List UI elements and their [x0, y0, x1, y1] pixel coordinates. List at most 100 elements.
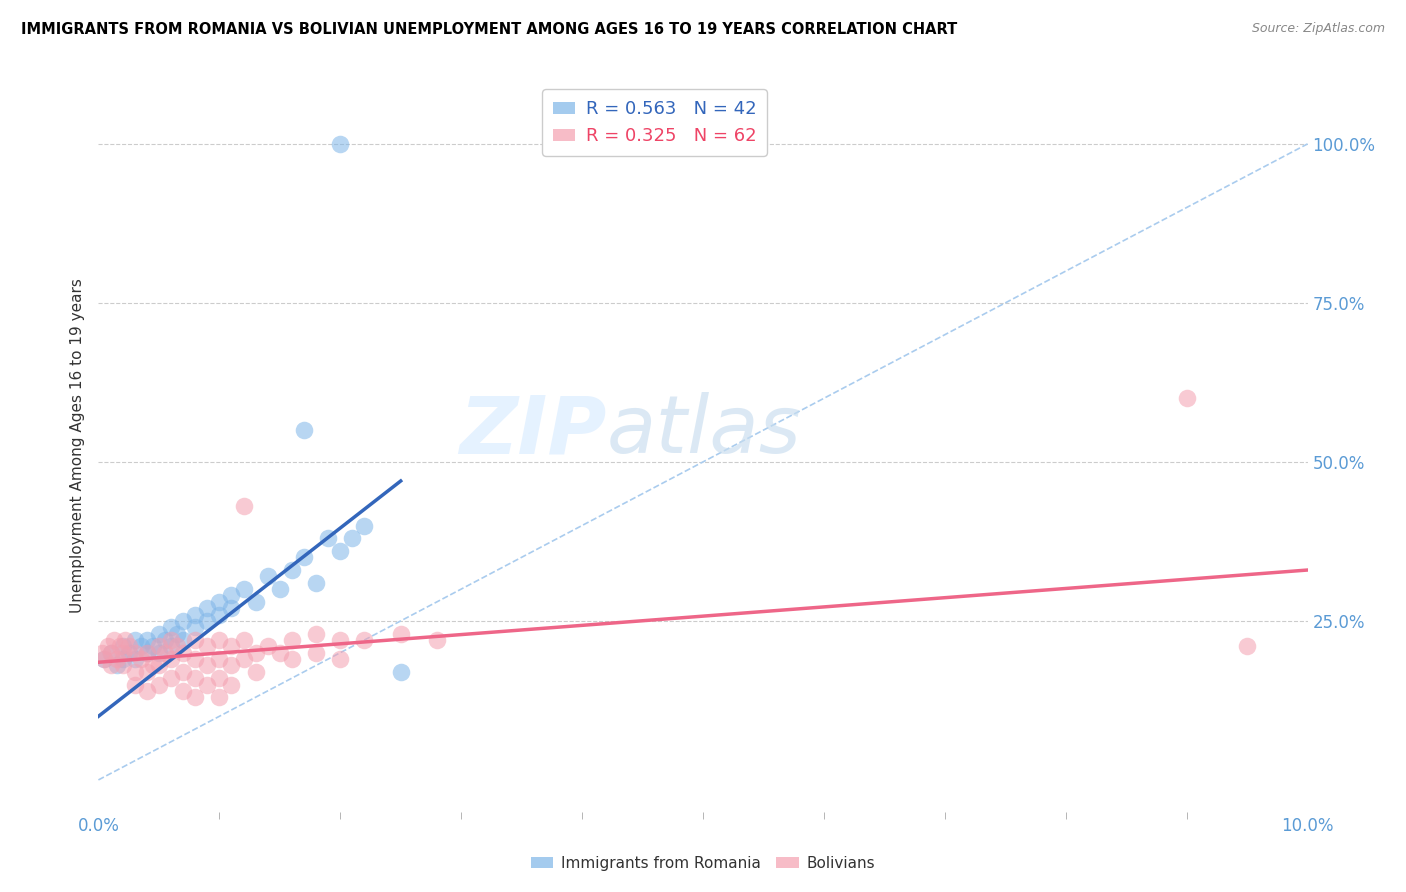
Point — [195, 640, 218, 654]
Point — [195, 677, 218, 691]
Point — [108, 640, 131, 654]
Point — [292, 550, 315, 565]
Text: IMMIGRANTS FROM ROMANIA VS BOLIVIAN UNEMPLOYMENT AMONG AGES 16 TO 19 YEARS CORRE: IMMIGRANTS FROM ROMANIA VS BOLIVIAN UNEM… — [21, 22, 957, 37]
Point — [135, 632, 157, 647]
Point — [329, 544, 352, 558]
Point — [281, 652, 304, 666]
Point — [208, 607, 231, 622]
Point — [160, 640, 183, 654]
Point — [184, 607, 207, 622]
Point — [195, 601, 218, 615]
Point — [148, 640, 170, 654]
Point — [269, 646, 291, 660]
Point — [153, 632, 176, 647]
Point — [172, 632, 194, 647]
Point — [148, 658, 170, 673]
Point — [148, 646, 170, 660]
Point — [208, 652, 231, 666]
Point — [1175, 392, 1198, 406]
Point — [256, 640, 278, 654]
Point — [389, 626, 412, 640]
Point — [221, 601, 243, 615]
Point — [160, 671, 183, 685]
Point — [221, 658, 243, 673]
Point — [184, 620, 207, 634]
Point — [103, 632, 125, 647]
Point — [172, 665, 194, 679]
Point — [160, 632, 183, 647]
Point — [329, 136, 352, 151]
Point — [353, 632, 375, 647]
Point — [172, 646, 194, 660]
Point — [166, 626, 188, 640]
Point — [184, 671, 207, 685]
Point — [208, 690, 231, 705]
Point — [208, 671, 231, 685]
Text: atlas: atlas — [606, 392, 801, 470]
Point — [142, 640, 165, 654]
Point — [172, 684, 194, 698]
Point — [184, 632, 207, 647]
Point — [135, 646, 157, 660]
Point — [221, 640, 243, 654]
Point — [329, 652, 352, 666]
Point — [118, 640, 141, 654]
Point — [221, 589, 243, 603]
Point — [142, 658, 165, 673]
Point — [426, 632, 449, 647]
Point — [160, 652, 183, 666]
Point — [389, 665, 412, 679]
Point — [1236, 640, 1258, 654]
Point — [124, 632, 146, 647]
Point — [353, 518, 375, 533]
Point — [100, 646, 122, 660]
Point — [292, 423, 315, 437]
Point — [111, 640, 134, 654]
Point — [342, 531, 364, 545]
Point — [281, 563, 304, 577]
Point — [160, 620, 183, 634]
Point — [245, 646, 267, 660]
Point — [97, 640, 120, 654]
Text: ZIP: ZIP — [458, 392, 606, 470]
Point — [256, 569, 278, 583]
Point — [208, 632, 231, 647]
Point — [195, 658, 218, 673]
Point — [135, 646, 157, 660]
Point — [100, 646, 122, 660]
Point — [111, 646, 134, 660]
Point — [221, 677, 243, 691]
Point — [305, 646, 328, 660]
Point — [148, 677, 170, 691]
Point — [124, 652, 146, 666]
Point — [232, 632, 254, 647]
Point — [118, 646, 141, 660]
Point — [114, 632, 136, 647]
Point — [232, 500, 254, 514]
Point — [148, 626, 170, 640]
Point — [166, 640, 188, 654]
Legend: R = 0.563   N = 42, R = 0.325   N = 62: R = 0.563 N = 42, R = 0.325 N = 62 — [543, 89, 768, 156]
Point — [100, 658, 122, 673]
Point — [153, 646, 176, 660]
Point — [91, 646, 114, 660]
Point — [184, 690, 207, 705]
Point — [269, 582, 291, 596]
Point — [208, 595, 231, 609]
Point — [305, 626, 328, 640]
Point — [124, 665, 146, 679]
Point — [135, 684, 157, 698]
Point — [111, 658, 134, 673]
Point — [281, 632, 304, 647]
Point — [135, 665, 157, 679]
Point — [305, 575, 328, 590]
Point — [124, 646, 146, 660]
Point — [93, 652, 115, 666]
Point — [111, 652, 134, 666]
Point — [245, 665, 267, 679]
Point — [184, 652, 207, 666]
Point — [124, 677, 146, 691]
Y-axis label: Unemployment Among Ages 16 to 19 years: Unemployment Among Ages 16 to 19 years — [69, 278, 84, 614]
Point — [105, 658, 128, 673]
Text: Source: ZipAtlas.com: Source: ZipAtlas.com — [1251, 22, 1385, 36]
